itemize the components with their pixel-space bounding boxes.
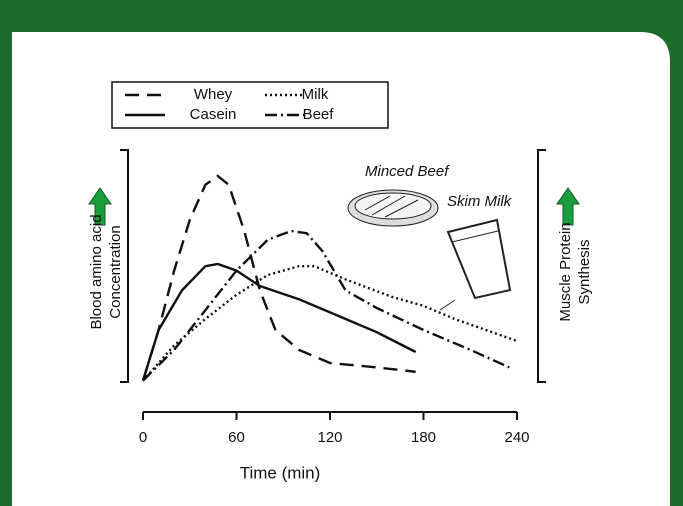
- beef-icon: [348, 190, 438, 226]
- x-axis-label: Time (min): [240, 463, 321, 482]
- page: {"chart_data": {"type": "line", "legend"…: [0, 0, 683, 506]
- x-tick-label: 60: [228, 429, 245, 446]
- x-tick-label: 180: [411, 429, 436, 446]
- x-tick-label: 240: [504, 429, 529, 446]
- y-axis-label: Concentration: [107, 225, 124, 318]
- legend-label: Casein: [190, 106, 237, 123]
- y-axis-label: Blood amino acid: [88, 214, 105, 329]
- y2-axis-label: Synthesis: [576, 239, 593, 304]
- chart: Time (min) Blood amino acid Concentratio…: [0, 0, 683, 506]
- x-tick-label: 0: [139, 429, 147, 446]
- annotation: Minced Beef: [365, 163, 450, 180]
- annotation: Skim Milk: [447, 193, 513, 210]
- x-tick-label: 120: [317, 429, 342, 446]
- legend-label: Whey: [194, 86, 233, 103]
- y2-axis-label: Muscle Protein: [557, 222, 574, 321]
- legend-label: Beef: [303, 106, 335, 123]
- legend-label: Milk: [302, 86, 329, 103]
